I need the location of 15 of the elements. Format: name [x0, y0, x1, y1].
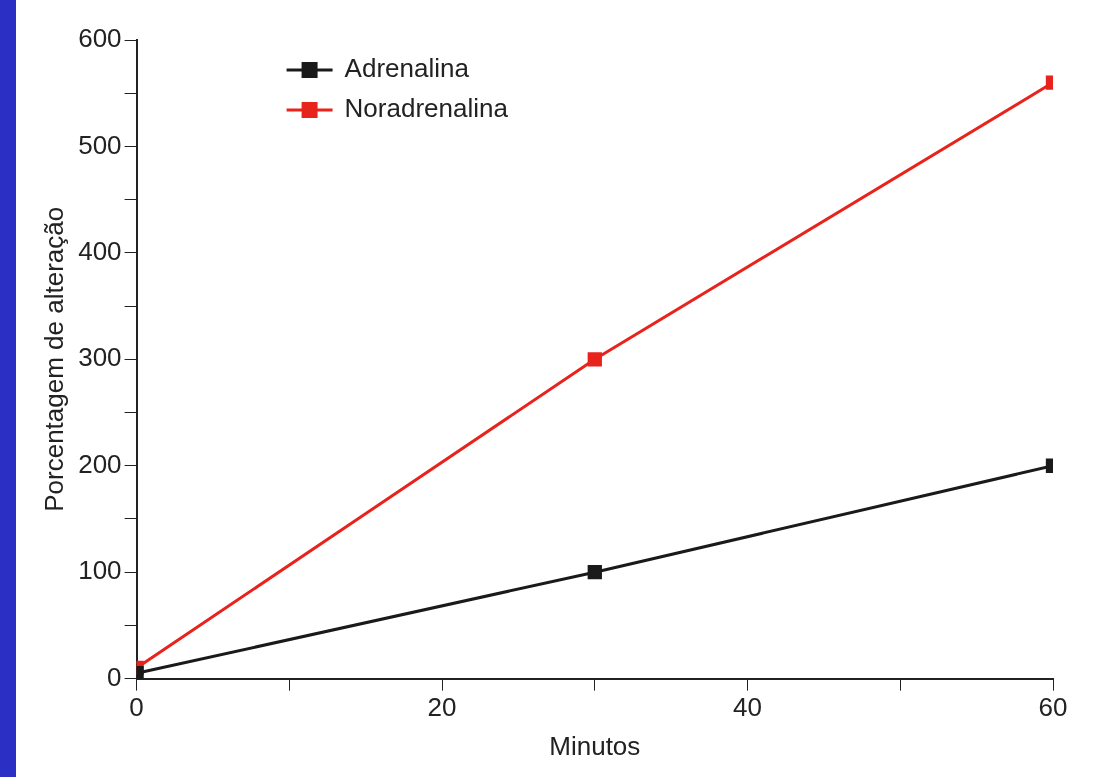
- legend-label: Noradrenalina: [344, 93, 509, 124]
- y-tick-label: 200: [78, 448, 122, 479]
- y-tick-label: 0: [107, 661, 122, 692]
- y-axis-title: Porcentagem de alteração: [38, 206, 69, 512]
- x-tick-label: 60: [1038, 692, 1068, 723]
- y-tick-label: 400: [78, 236, 122, 267]
- x-axis-title: Minutos: [549, 730, 641, 761]
- y-tick-label: 600: [78, 23, 122, 54]
- x-tick-label: 0: [129, 692, 144, 723]
- y-tick-label: 100: [78, 555, 122, 586]
- x-tick-label: 20: [427, 692, 457, 723]
- y-tick-label: 300: [78, 342, 122, 373]
- y-tick-label: 500: [78, 129, 122, 160]
- legend-label: Adrenalina: [344, 53, 470, 84]
- x-tick-label: 40: [733, 692, 762, 723]
